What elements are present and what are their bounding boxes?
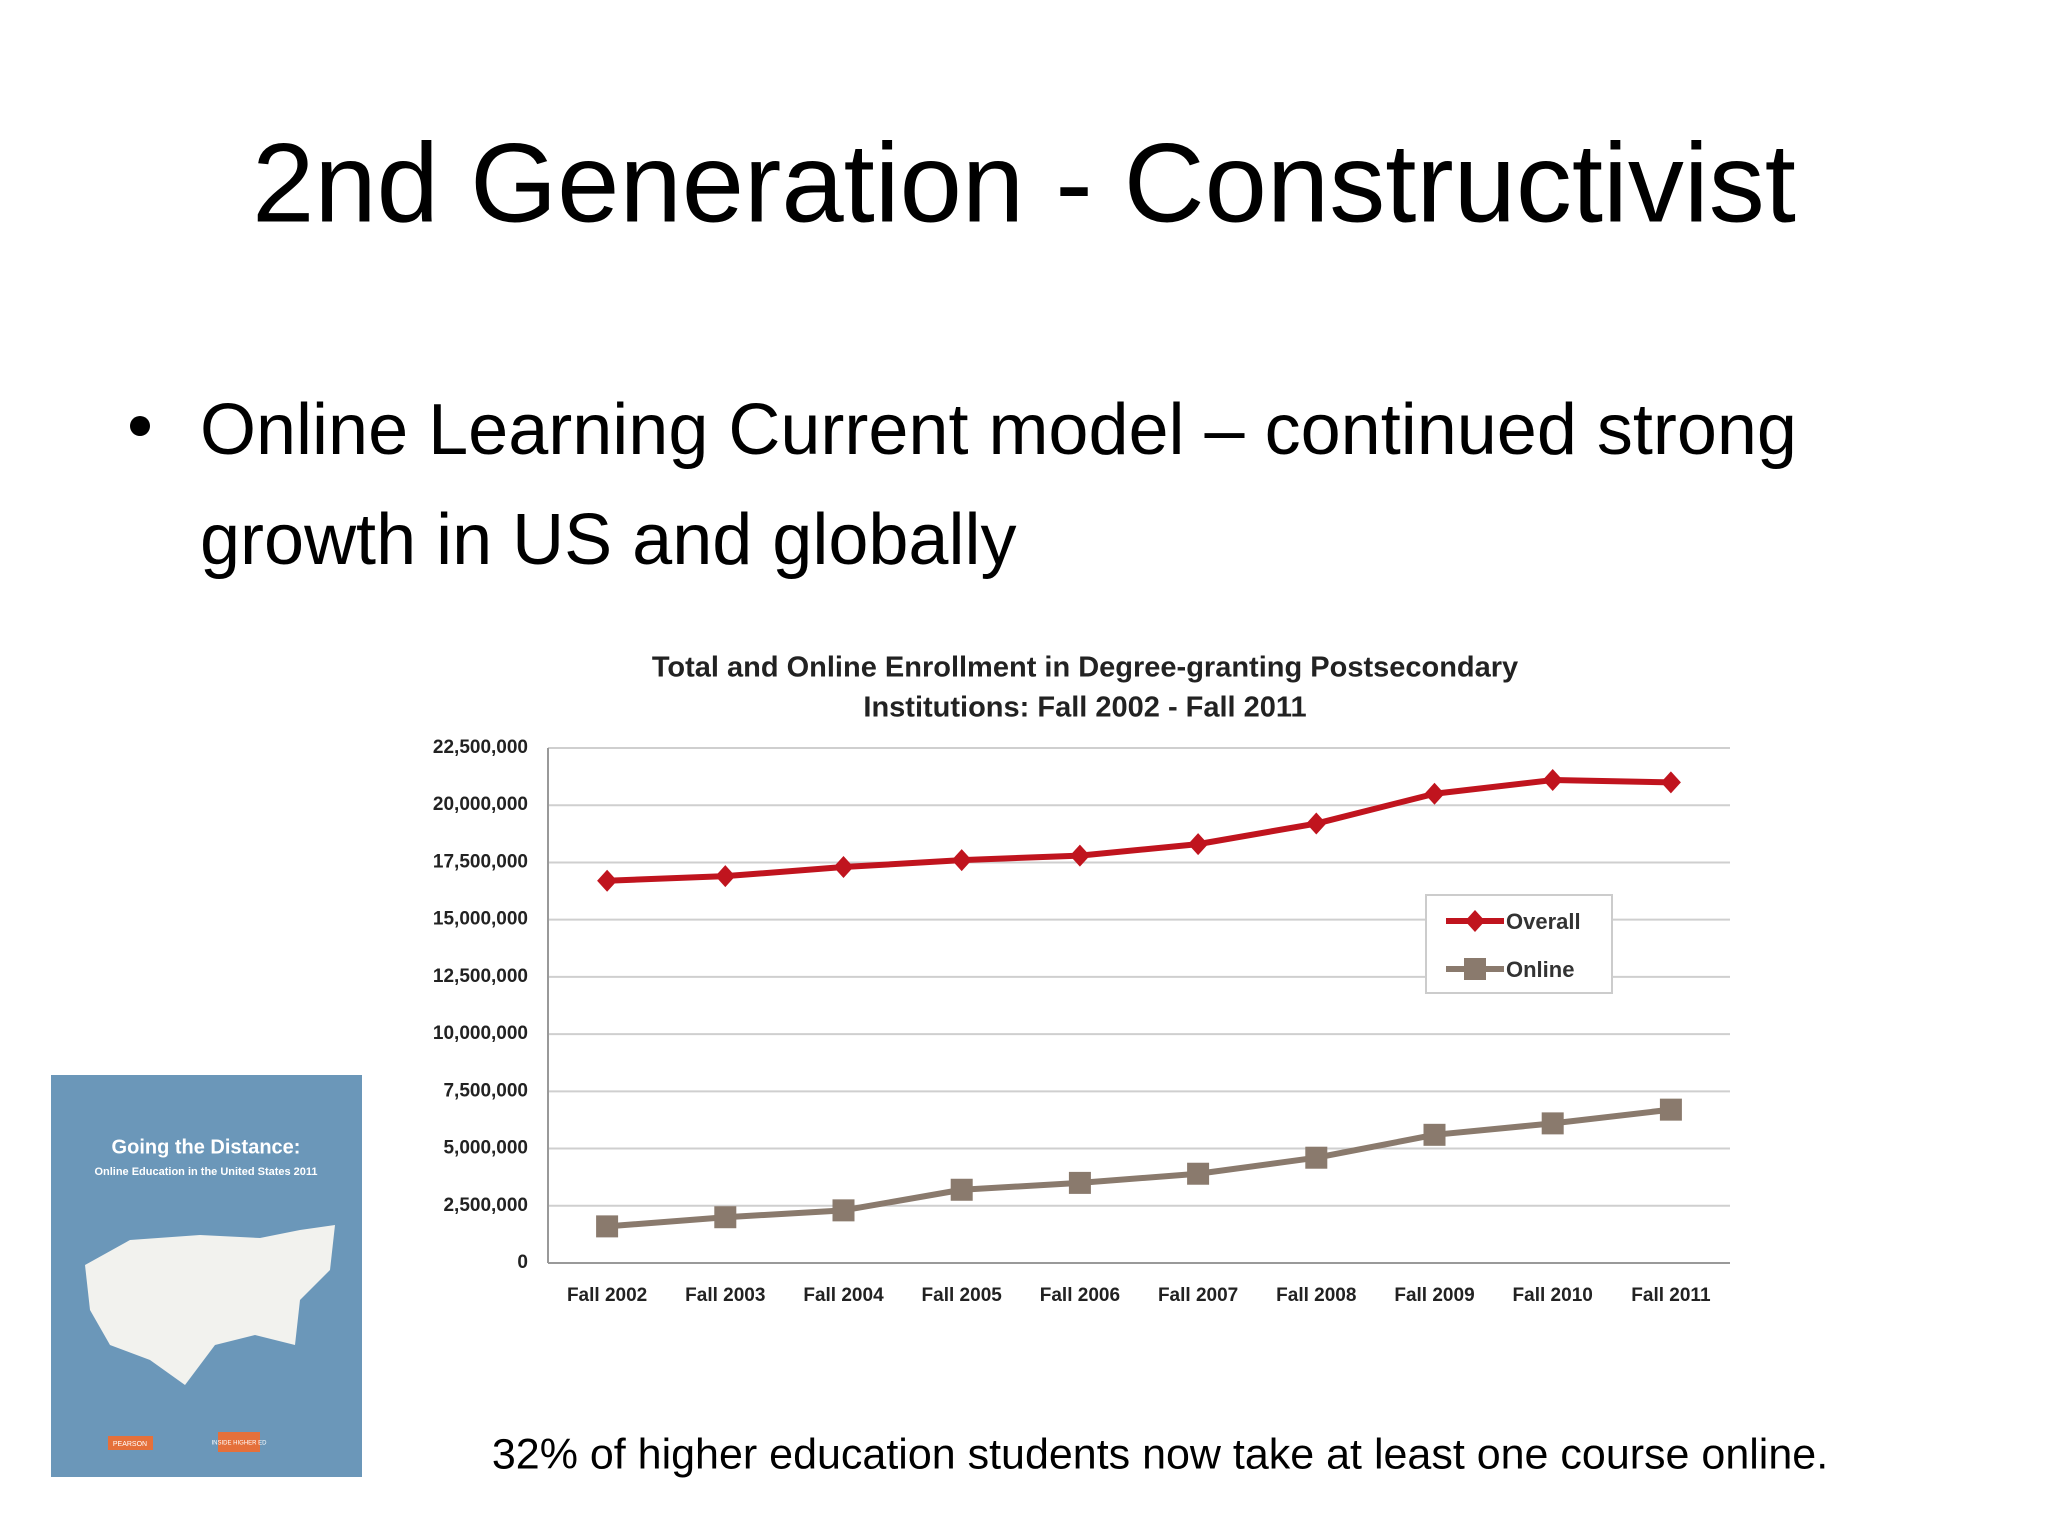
x-tick-label: Fall 2004 [803, 1285, 884, 1306]
cover-logo [108, 1436, 153, 1450]
marker [597, 869, 618, 892]
legend-marker [1464, 958, 1486, 980]
y-tick-label: 0 [517, 1252, 528, 1273]
cover-subtitle: Online Education in the United States 20… [94, 1166, 317, 1178]
marker [1069, 844, 1090, 867]
x-tick-label: Fall 2006 [1040, 1285, 1120, 1306]
caption: 32% of higher education students now tak… [492, 1430, 1828, 1478]
marker [1542, 769, 1563, 792]
cover-logo [218, 1432, 260, 1452]
marker [714, 1206, 737, 1229]
marker [1187, 1162, 1210, 1185]
x-tick-label: Fall 2005 [922, 1285, 1003, 1306]
y-tick-label: 7,500,000 [443, 1080, 528, 1101]
chart-title: Institutions: Fall 2002 - Fall 2011 [863, 692, 1306, 724]
y-tick-label: 17,500,000 [433, 851, 528, 872]
marker [1068, 1171, 1091, 1194]
cover-publisher: PEARSON [113, 1441, 147, 1448]
marker [1306, 812, 1327, 835]
y-tick-label: 12,500,000 [433, 966, 528, 987]
cover-title: Going the Distance: [112, 1136, 301, 1158]
y-tick-label: 22,500,000 [433, 737, 528, 758]
x-tick-label: Fall 2011 [1631, 1285, 1711, 1306]
y-tick-label: 15,000,000 [433, 909, 528, 930]
slide-title: 2nd Generation - Constructivist [252, 121, 1796, 246]
y-tick-label: 2,500,000 [443, 1195, 528, 1216]
chart-title: Total and Online Enrollment in Degree-gr… [652, 652, 1518, 684]
marker [596, 1215, 619, 1238]
marker [1305, 1146, 1328, 1169]
bullet-text: Online Learning Current model – continue… [200, 390, 1797, 580]
marker [715, 865, 736, 888]
x-tick-label: Fall 2009 [1394, 1285, 1474, 1306]
book-cover: Going the Distance: Online Education in … [51, 1075, 362, 1477]
x-tick-label: Fall 2010 [1513, 1285, 1593, 1306]
marker [1424, 782, 1445, 805]
cover-partner: INSIDE HIGHER ED [211, 1441, 267, 1447]
legend-label: Overall [1506, 909, 1581, 934]
marker [1541, 1112, 1564, 1135]
legend-label: Online [1506, 957, 1574, 982]
bullet-dot [130, 416, 150, 436]
y-tick-label: 5,000,000 [443, 1138, 528, 1159]
y-tick-label: 20,000,000 [433, 794, 528, 815]
marker [833, 856, 854, 879]
legend-box [1425, 894, 1613, 994]
x-tick-label: Fall 2003 [685, 1285, 765, 1306]
marker [1188, 833, 1209, 856]
y-tick-label: 10,000,000 [433, 1023, 528, 1044]
marker [1423, 1123, 1446, 1146]
legend-marker [1465, 910, 1485, 932]
marker [832, 1199, 855, 1222]
x-tick-label: Fall 2007 [1158, 1285, 1238, 1306]
series-line [606, 1106, 1672, 1230]
series-line [606, 777, 1671, 884]
marker [1660, 771, 1681, 794]
marker [1659, 1098, 1682, 1121]
x-tick-label: Fall 2008 [1276, 1285, 1356, 1306]
x-tick-label: Fall 2002 [567, 1285, 647, 1306]
cover-map [85, 1225, 335, 1385]
marker [951, 849, 972, 872]
marker [950, 1178, 973, 1201]
